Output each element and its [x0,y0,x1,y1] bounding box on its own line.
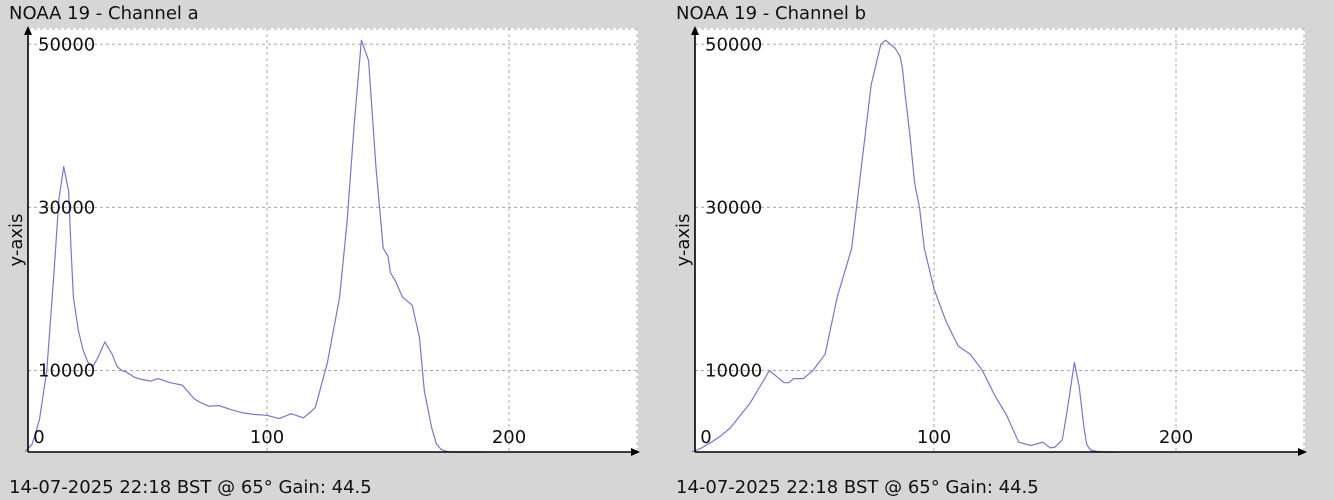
plot-area [695,28,1305,452]
x-axis-arrow [1298,448,1307,456]
chart-panel-b: NOAA 19 - Channel b 0 100 200 10000 30000 500… [667,0,1334,500]
y-tick-label: 10000 [38,360,95,381]
y-axis-arrow [691,26,699,35]
y-tick-label: 30000 [705,197,762,218]
x-tick-label: 200 [1159,427,1193,448]
chart-title: NOAA 19 - Channel a [9,3,199,24]
chart-b: 0 100 200 10000 30000 50000 y-axis [673,26,1307,456]
x-tick-label: 200 [492,427,526,448]
status-footer: 14-07-2025 22:18 BST @ 65° Gain: 44.5 [9,477,372,498]
plot-area [28,28,638,452]
x-axis-arrow [631,448,640,456]
x-tick-label: 0 [33,427,44,448]
y-axis-label: y-axis [673,214,694,267]
y-tick-label: 30000 [38,197,95,218]
y-axis-arrow [24,26,32,35]
x-tick-label: 0 [700,427,711,448]
series-line [691,39,1118,453]
x-tick-label: 100 [250,427,284,448]
y-axis-label: y-axis [6,214,27,267]
chart-panel-a: NOAA 19 - Channel a 0 100 200 10000 30000 500… [6,3,640,498]
chart-a: 0 100 200 10000 30000 50000 y-axis [6,26,640,456]
y-tick-label: 50000 [38,34,95,55]
x-tick-label: 100 [917,427,951,448]
y-tick-label: 10000 [705,360,762,381]
chart-title: NOAA 19 - Channel b [676,3,867,24]
series-line [24,39,485,453]
status-footer: 14-07-2025 22:18 BST @ 65° Gain: 44.5 [676,477,1039,498]
y-tick-label: 50000 [705,34,762,55]
